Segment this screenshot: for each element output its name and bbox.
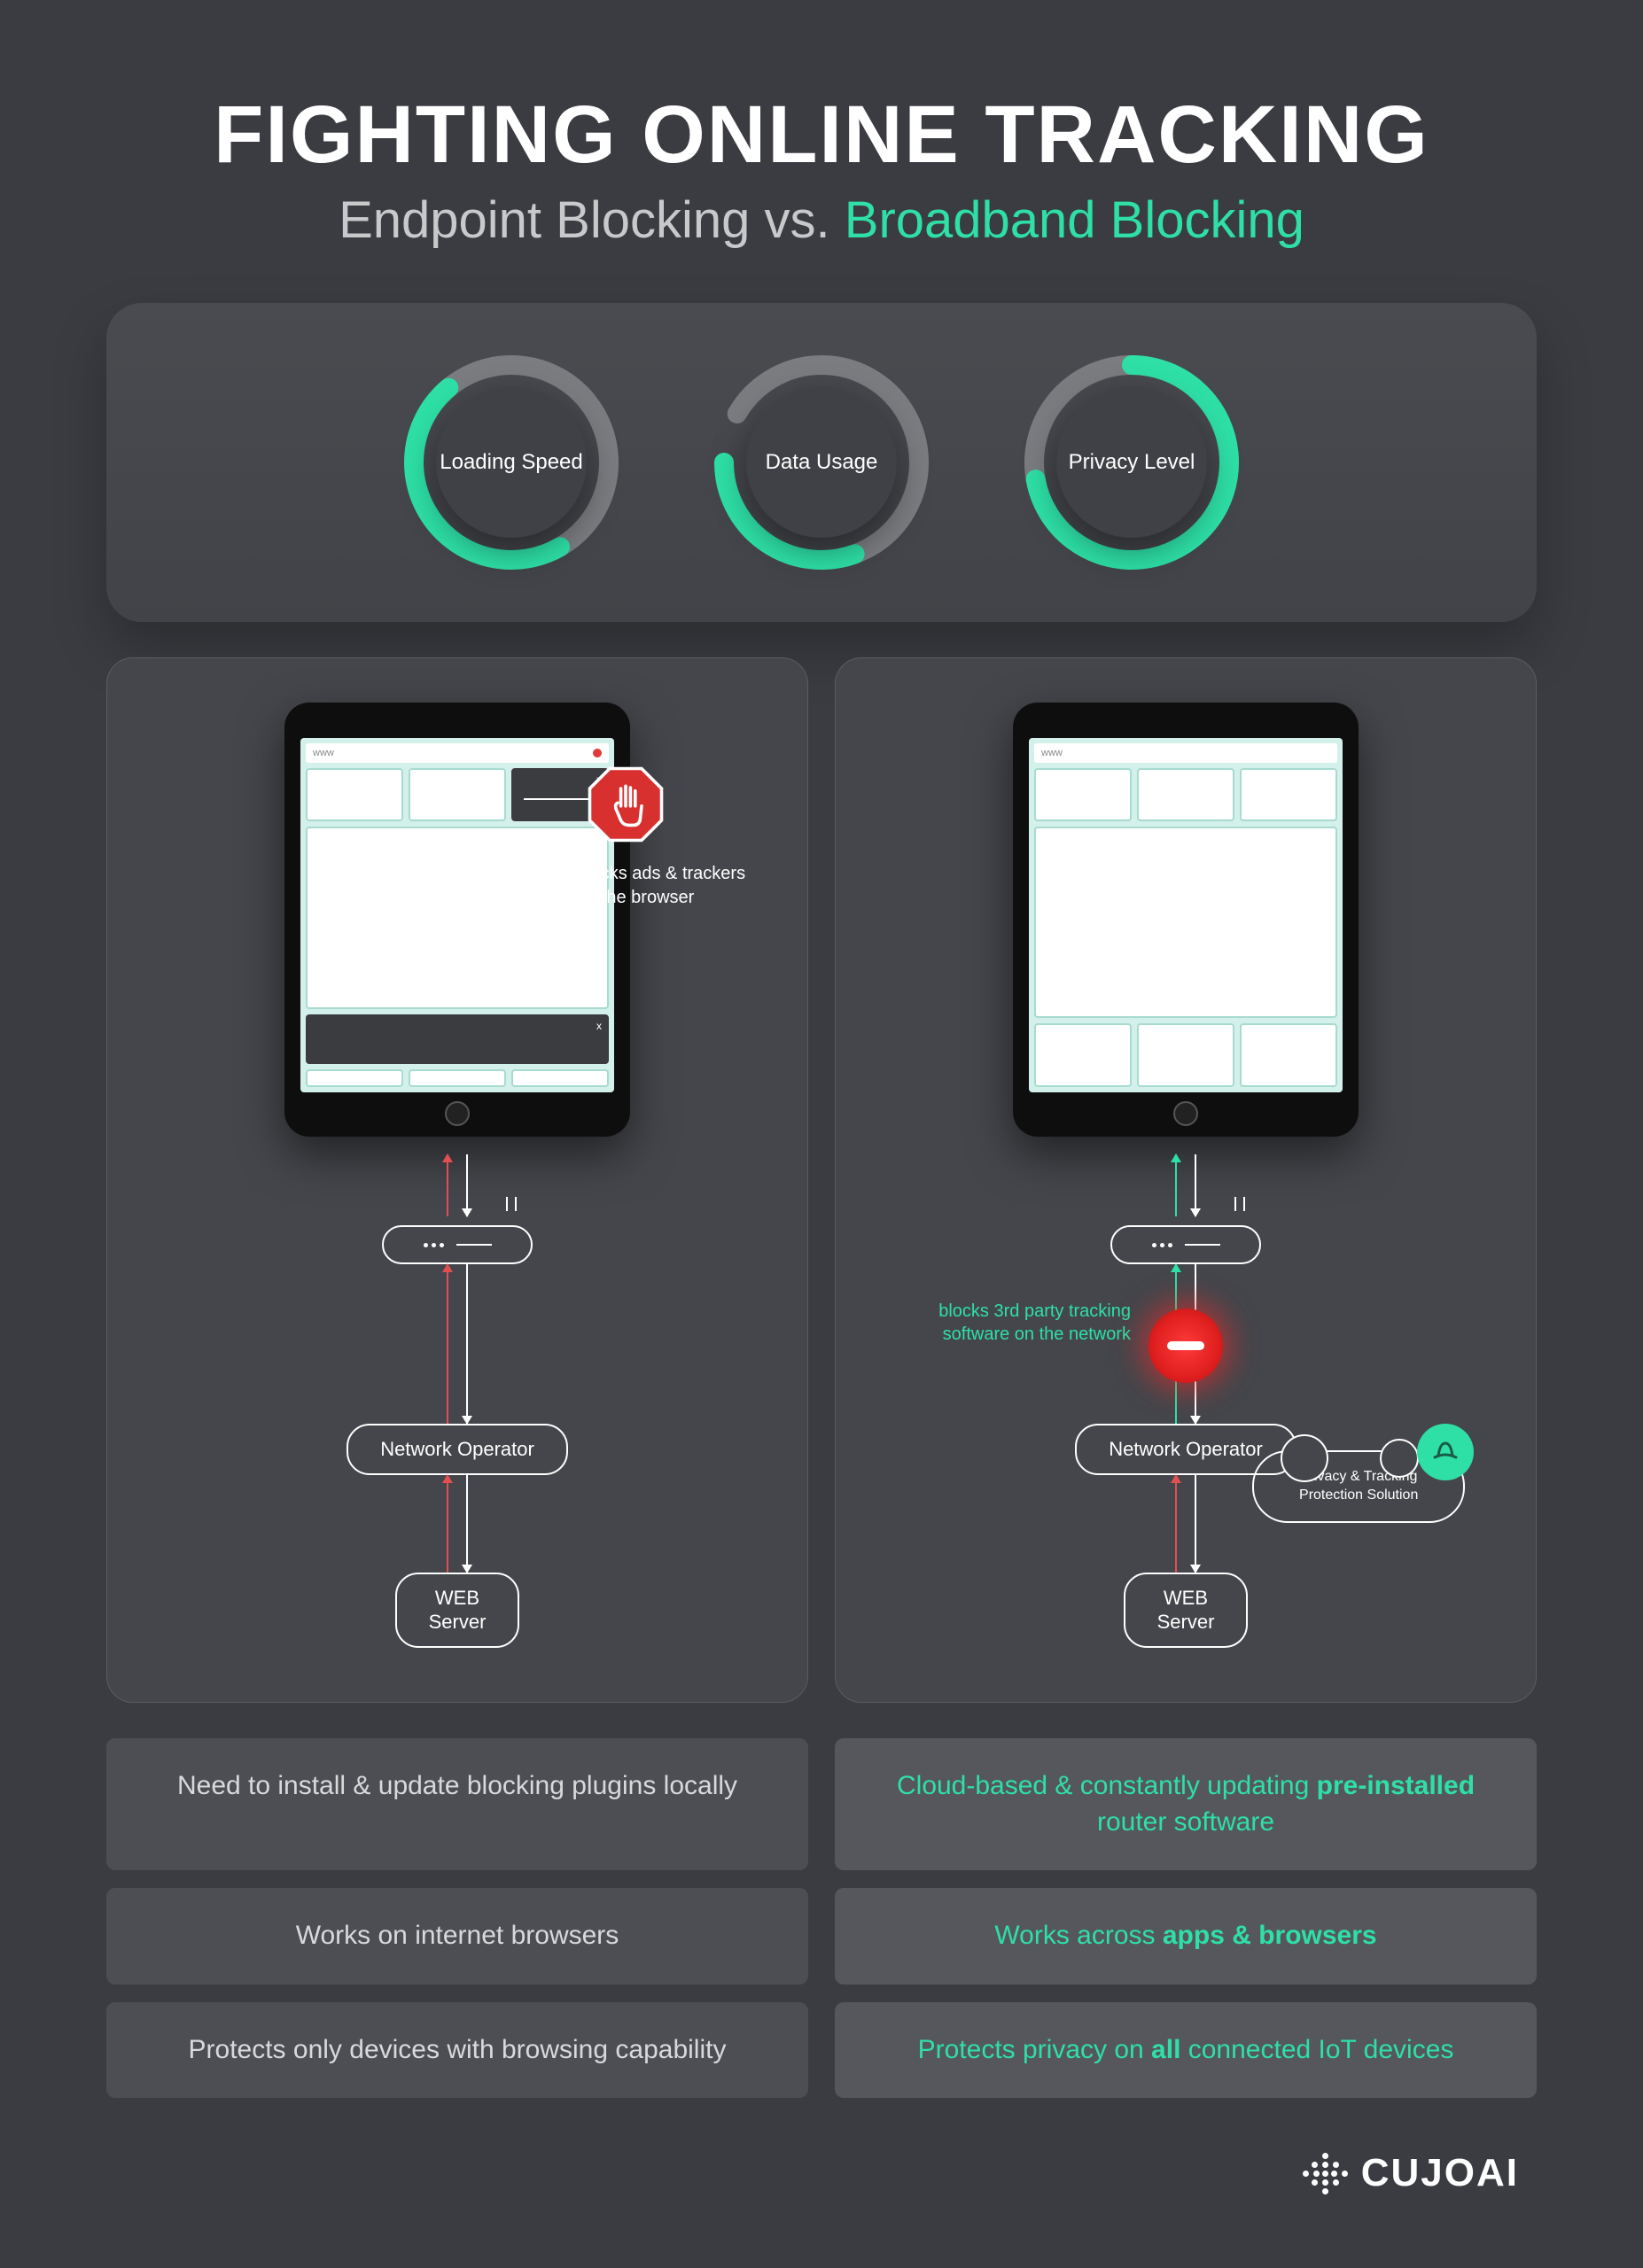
compare-right: Works across apps & browsers — [835, 1888, 1537, 1984]
connector-line — [524, 798, 595, 800]
browser-addressbar: www — [1034, 743, 1337, 763]
home-button-icon — [1173, 1101, 1198, 1126]
compare-left: Need to install & update blocking plugin… — [106, 1738, 808, 1870]
gauge-row: Loading Speed Data Usage Privacy Level — [106, 303, 1537, 622]
web-server-node: WEB Server — [395, 1573, 520, 1648]
subtitle-left: Endpoint Blocking — [339, 191, 750, 249]
privacy-cloud-node: Privacy & Tracking Protection Solution — [1252, 1450, 1465, 1523]
brand-logo: CUJOAI — [106, 2151, 1537, 2195]
tablet-device: www — [1013, 703, 1359, 1137]
blocked-ad-slot: x — [306, 1014, 609, 1064]
tablet-device: www x x — [284, 703, 630, 1137]
compare-left: Works on internet browsers — [106, 1888, 808, 1984]
endpoint-block-label: blocks ads & trackers on the browser — [577, 862, 754, 910]
brand-dots-icon — [1303, 2151, 1347, 2195]
endpoint-panel: www x x blocks ads & tracke — [106, 657, 808, 1703]
router-icon — [382, 1225, 533, 1264]
gauge-privacy-level: Privacy Level — [1016, 347, 1247, 578]
privacy-hat-icon — [1417, 1424, 1474, 1480]
gauge-loading-speed: Loading Speed — [396, 347, 627, 578]
subtitle-right: Broadband Blocking — [845, 191, 1304, 249]
gauge-label: Privacy Level — [1056, 387, 1207, 538]
block-stop-icon — [1149, 1309, 1223, 1383]
diagram-row: www x x blocks ads & tracke — [106, 657, 1537, 1703]
gauge-label: Loading Speed — [436, 387, 587, 538]
compare-left: Protects only devices with browsing capa… — [106, 2002, 808, 2099]
compare-right: Cloud-based & constantly updating pre-in… — [835, 1738, 1537, 1870]
compare-right: Protects privacy on all connected IoT de… — [835, 2002, 1537, 2099]
broadband-panel: www blocks 3rd party tracking software o… — [835, 657, 1537, 1703]
main-title: FIGHTING ONLINE TRACKING — [106, 89, 1537, 182]
browser-addressbar: www — [306, 743, 609, 763]
network-operator-node: Network Operator — [347, 1424, 568, 1475]
network-block-label: blocks 3rd party tracking software on th… — [927, 1300, 1131, 1346]
gauge-data-usage: Data Usage — [706, 347, 937, 578]
subtitle-vs: vs. — [765, 191, 830, 249]
home-button-icon — [445, 1101, 470, 1126]
brand-name: CUJOAI — [1361, 2151, 1519, 2195]
blocker-indicator-icon — [593, 749, 602, 757]
web-server-node: WEB Server — [1124, 1573, 1249, 1648]
router-icon — [1110, 1225, 1261, 1264]
comparison-table: Need to install & update blocking plugin… — [106, 1738, 1537, 2098]
subtitle: Endpoint Blocking vs. Broadband Blocking — [106, 190, 1537, 250]
stop-hand-icon — [586, 765, 666, 844]
gauge-label: Data Usage — [746, 387, 897, 538]
